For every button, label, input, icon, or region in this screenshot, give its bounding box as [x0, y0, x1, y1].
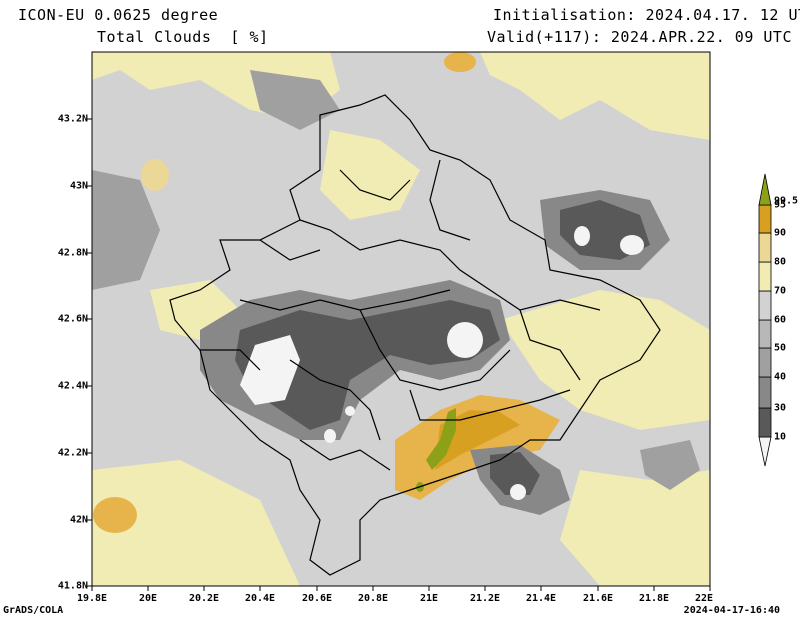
x-tick-label: 21E: [419, 593, 439, 604]
y-tick-label: 43.2N: [57, 113, 88, 125]
colorbar-label: 80: [774, 256, 787, 268]
footer-timestamp: 2024-04-17-16:40: [683, 605, 780, 616]
colorbar-label: 10: [774, 431, 787, 443]
x-tick-label: 20.6E: [301, 593, 333, 604]
footer-software: GrADS/COLA: [3, 605, 64, 616]
colorbar: [758, 173, 772, 467]
y-tick-label: 42.4N: [57, 380, 88, 392]
x-tick-label: 20.8E: [357, 593, 389, 604]
colorbar-label-top: 99.5: [774, 195, 799, 207]
colorbar-label: 30: [774, 402, 787, 414]
colorbar-label: 95: [774, 199, 787, 211]
y-tick-label: 43N: [69, 180, 88, 192]
x-tick-label: 21.6E: [582, 593, 614, 604]
x-tick-label: 20.4E: [244, 593, 276, 604]
colorbar-label: 70: [774, 285, 787, 297]
axis-ticks: [87, 118, 711, 591]
x-tick-label: 21.2E: [469, 593, 501, 604]
country-borders: [169, 94, 661, 576]
x-tick-label: 21.4E: [525, 593, 557, 604]
y-tick-label: 41.8N: [57, 580, 88, 592]
init-time: Initialisation: 2024.04.17. 12 UTC: [493, 6, 800, 24]
x-tick-label: 19.8E: [76, 593, 108, 604]
colorbar-label: 60: [774, 314, 787, 326]
cloud-field: [92, 52, 710, 586]
y-tick-label: 42.6N: [57, 313, 88, 325]
colorbar-label: 50: [774, 342, 787, 354]
x-tick-label: 20E: [138, 593, 158, 604]
colorbar-label: 90: [774, 227, 787, 239]
y-tick-label: 42N: [69, 514, 88, 526]
x-tick-label: 20.2E: [188, 593, 220, 604]
colorbar-label: 40: [774, 371, 787, 383]
model-title: ICON-EU 0.0625 degree: [18, 6, 219, 24]
valid-time: Valid(+117): 2024.APR.22. 09 UTC: [487, 28, 792, 46]
x-tick-label: 22E: [694, 593, 714, 604]
y-tick-label: 42.2N: [57, 447, 88, 459]
x-tick-label: 21.8E: [638, 593, 670, 604]
y-tick-label: 42.8N: [57, 247, 88, 259]
variable-title: Total Clouds [ %]: [97, 28, 269, 46]
